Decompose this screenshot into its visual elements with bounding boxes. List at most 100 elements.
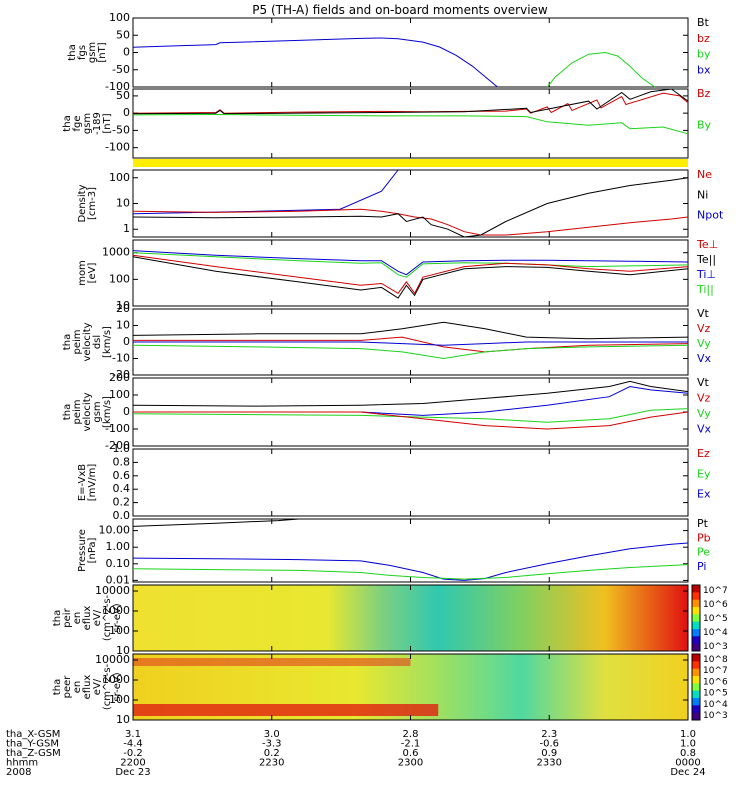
x-tick-value: Dec 24 xyxy=(670,767,705,778)
series-bx xyxy=(132,37,498,88)
y-axis-label-line: [nT] xyxy=(97,42,108,62)
series-Te⊥ xyxy=(132,254,689,295)
y-axis-label-line: gsm xyxy=(92,401,103,422)
y-axis-label-line: [cm-3] xyxy=(87,187,98,220)
colorbar-swatch xyxy=(692,683,700,692)
x-tick-value: 0.6 xyxy=(403,748,419,759)
series-Vt xyxy=(132,321,689,340)
y-tick-label: 100 xyxy=(109,11,130,24)
series-Pe xyxy=(132,564,689,580)
colorbar-swatch xyxy=(692,621,700,630)
x-tick-value: 2.3 xyxy=(541,729,557,740)
colorbar-swatch xyxy=(692,654,700,662)
y-tick-label: 0.0 xyxy=(113,509,131,522)
y-tick-label: 10 xyxy=(116,713,130,726)
legend-entry: Vx xyxy=(697,423,712,436)
y-axis-label: thapeimvelocitygsm[km/s] xyxy=(62,392,113,431)
colorbar-swatch xyxy=(692,705,700,714)
y-tick-label: 1 xyxy=(123,222,130,235)
y-tick-label: 100 xyxy=(109,624,130,637)
y-axis-label-line: eflux xyxy=(82,675,93,700)
y-axis-label-line: tha xyxy=(67,44,78,60)
colorbar-label: 10^3 xyxy=(703,642,728,652)
x-tick-value: -2.1 xyxy=(401,739,421,750)
y-axis-label: thafgsgsm[nT] xyxy=(67,42,108,63)
flag-bar xyxy=(133,159,688,167)
colorbar-swatch xyxy=(692,690,700,699)
y-tick-label: 1000 xyxy=(102,604,130,617)
y-tick-label: 0.10 xyxy=(106,557,131,570)
legend-entry: Ti|| xyxy=(696,283,714,296)
legend-entry: Vx xyxy=(697,352,712,365)
x-row-label: tha_Z-GSM xyxy=(6,748,61,759)
y-axis-label: thafgegsm-189[nT] xyxy=(62,112,113,135)
y-tick-label: -100 xyxy=(105,422,130,435)
legend-entry: Te⊥ xyxy=(696,238,718,251)
colorbar-swatch xyxy=(692,585,700,593)
y-axis-label: thapeerenefluxeV/(cm^2-s-sr-eV) xyxy=(52,663,123,710)
colorbar-label: 10^5 xyxy=(703,614,728,624)
legend-entry: bz xyxy=(697,32,710,45)
y-axis-label-line: mom xyxy=(77,260,88,286)
y-tick-label: 0 xyxy=(123,405,130,418)
y-axis-label-line: tha xyxy=(52,610,63,626)
colorbar-swatch xyxy=(692,599,700,608)
y-tick-label: 0.8 xyxy=(113,455,131,468)
y-tick-label: 0.01 xyxy=(106,573,131,586)
series-Ni xyxy=(132,177,689,238)
x-tick-value: 2200 xyxy=(120,758,145,769)
colorbar-label: 10^7 xyxy=(703,586,728,596)
panel-frame xyxy=(132,88,689,159)
y-axis-label: E=-VxB[mV/m] xyxy=(77,464,98,502)
spectrogram-band xyxy=(133,658,411,666)
y-tick-label: -100 xyxy=(105,141,130,154)
y-tick-label: 20 xyxy=(116,302,130,315)
panel-frame xyxy=(132,518,689,583)
x-tick-value: 2.8 xyxy=(403,729,419,740)
series-Vx xyxy=(133,385,689,416)
y-tick-label: -20 xyxy=(112,368,130,381)
y-axis-label-line: [nT] xyxy=(102,113,113,133)
y-tick-label: -10 xyxy=(112,352,130,365)
panel-vel_gsm: 200 100 0 -100 -200 thapeimvelocitygsm[km/s] V… xyxy=(62,371,712,452)
y-axis-label: thapeirenefluxeV/(cm^2-s-sr-eV) xyxy=(52,594,123,641)
colorbar-label: 10^4 xyxy=(703,628,728,638)
legend-entry: Bz xyxy=(697,87,711,100)
colorbar-frame xyxy=(691,653,701,721)
y-axis-label-line: sr-eV) xyxy=(112,603,123,632)
panel-temp: 1000 100 10 mom[eV] Te⊥ Te|| Ti⊥ Ti|| xyxy=(77,238,718,312)
y-tick-label: 1.00 xyxy=(106,540,131,553)
colorbar-label: 10^6 xyxy=(703,600,728,610)
y-axis-label-line: E=-VxB xyxy=(77,464,88,501)
legend-entry: By xyxy=(697,119,712,132)
series-Bz xyxy=(132,92,689,114)
colorbar-swatch xyxy=(692,629,700,637)
y-tick-label: 100 xyxy=(109,388,130,401)
series-Ti|| xyxy=(132,252,689,278)
legend-entry: Pe xyxy=(697,546,710,559)
y-tick-label: 50 xyxy=(116,89,130,102)
y-axis-label-line: en xyxy=(72,612,83,625)
x-row-label: tha_Y-GSM xyxy=(6,739,59,750)
y-axis-label-line: peer xyxy=(62,675,73,699)
colorbar-frame xyxy=(691,584,701,652)
series-Vz xyxy=(133,411,689,430)
x-tick-value: -0.6 xyxy=(539,739,559,750)
colorbar-label: 10^5 xyxy=(703,689,728,699)
y-tick-label: 0 xyxy=(123,335,130,348)
colorbar: 10^7 10^6 10^5 10^4 10^3 xyxy=(691,584,728,652)
y-axis-label-line: tha xyxy=(62,334,73,350)
x-tick-value: Dec 23 xyxy=(115,767,150,778)
x-tick-value: 1.0 xyxy=(680,739,696,750)
y-axis-label: Pressure[nPa] xyxy=(77,529,98,572)
series-By xyxy=(132,113,689,135)
colorbar-label: 10^3 xyxy=(703,711,728,721)
series-Vt xyxy=(132,380,689,407)
y-axis-label-line: [km/s] xyxy=(102,396,113,428)
y-axis-label-line: dsl xyxy=(92,335,103,349)
colorbar: 10^810^710^6 10^510^410^3 xyxy=(691,653,728,721)
y-tick-label: 10 xyxy=(116,319,130,332)
legend-entry: Vz xyxy=(697,322,711,335)
panel-frame xyxy=(132,448,689,517)
